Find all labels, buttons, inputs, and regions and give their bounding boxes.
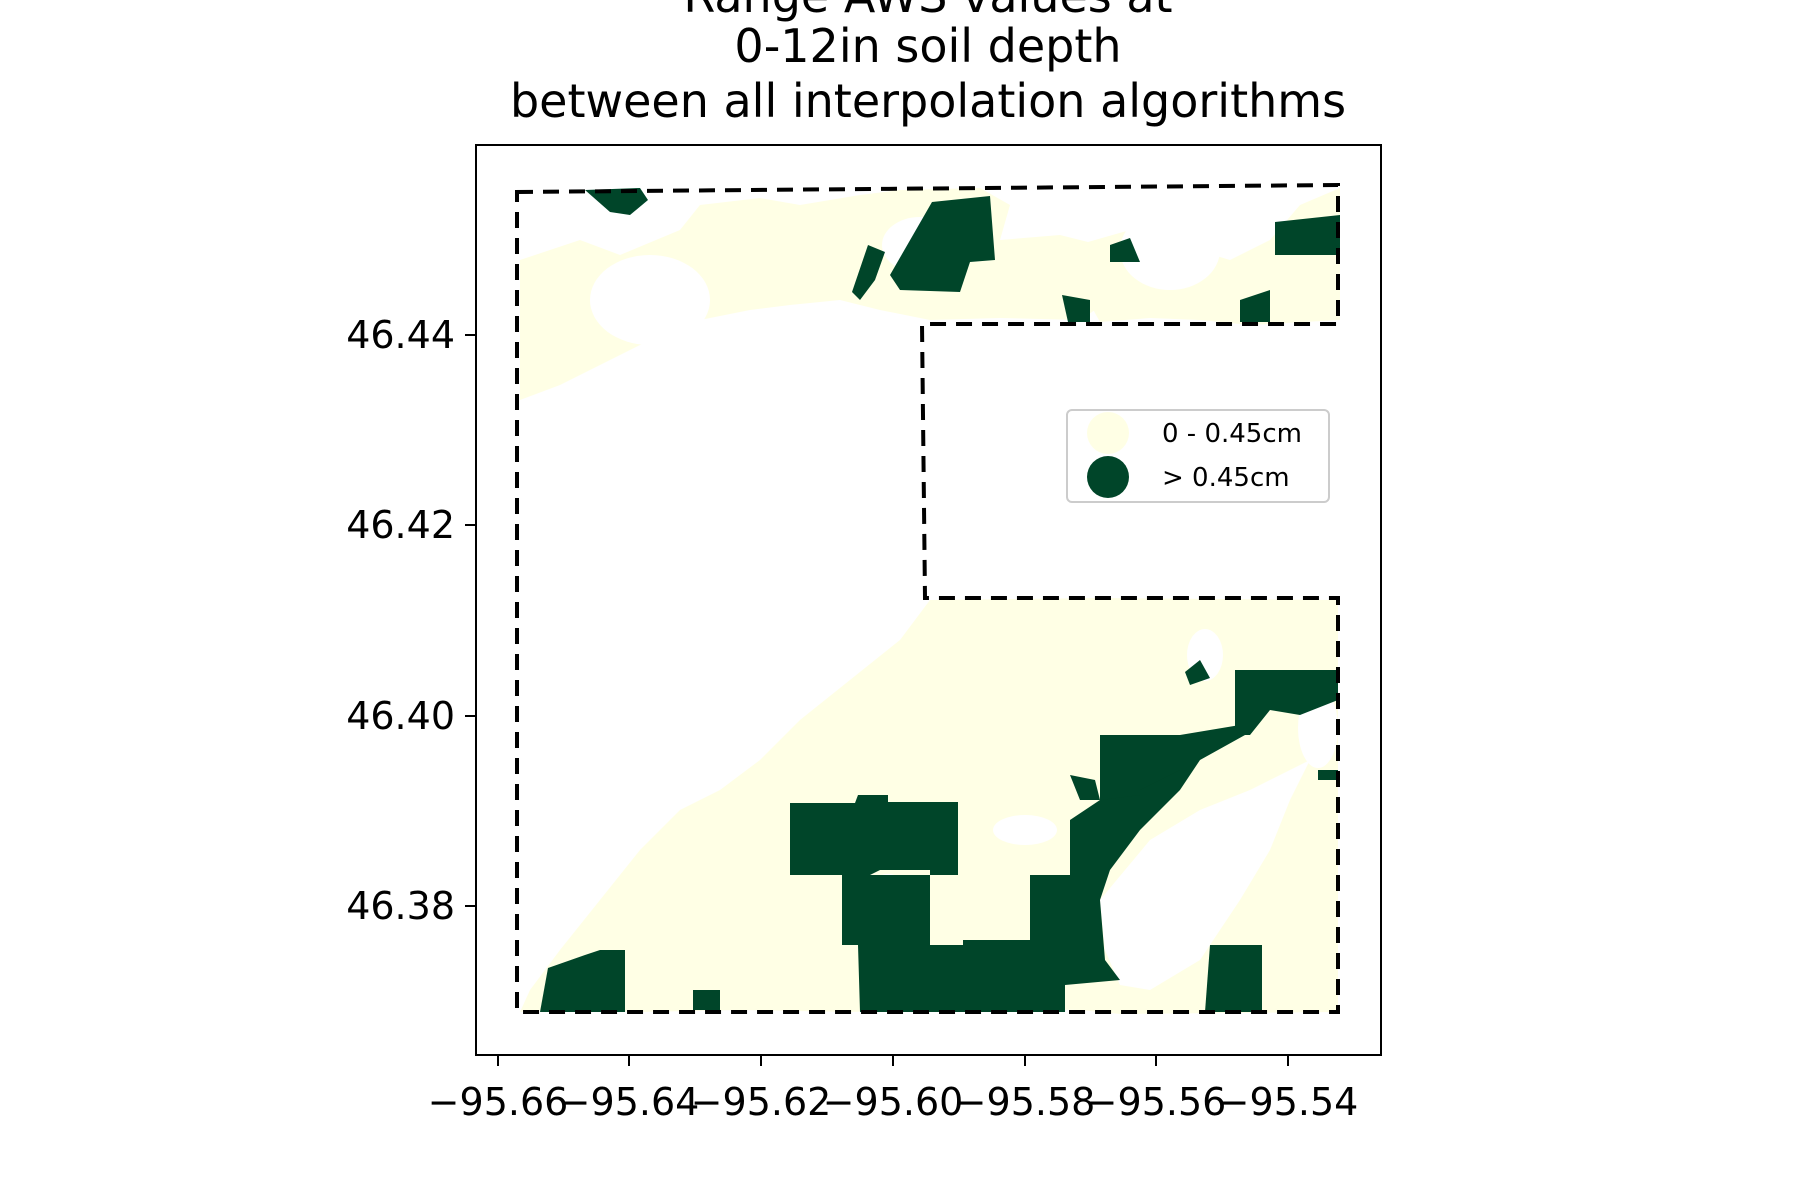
lake-south-middle <box>993 815 1057 845</box>
y-tick-label-1: 46.44 <box>346 313 455 357</box>
high-region-south-east-4 <box>1185 660 1210 685</box>
x-tick-label-5: −95.58 <box>955 1080 1096 1124</box>
high-region-south-west <box>540 950 625 1012</box>
lake-north-3 <box>1120 210 1220 290</box>
high-region-south-east-6 <box>1318 770 1338 780</box>
legend-label-low: 0 - 0.45cm <box>1162 419 1302 449</box>
high-region-north-3 <box>852 245 885 300</box>
high-region-north-1 <box>585 188 648 215</box>
lake-south-east <box>1100 760 1310 990</box>
x-tick-label-7: −95.54 <box>1218 1080 1359 1124</box>
map-data-layer <box>515 182 1340 1014</box>
legend-swatch-high <box>1087 456 1129 498</box>
high-region-south-east-5 <box>1205 945 1262 1012</box>
title-line-2: 0-12in soil depth <box>734 19 1121 73</box>
y-tick-label-2: 46.42 <box>346 503 455 547</box>
high-region-north-4 <box>1062 295 1090 322</box>
high-region-north-2 <box>890 196 995 292</box>
legend-label-high: > 0.45cm <box>1162 463 1290 493</box>
y-tick-label-4: 46.38 <box>346 884 455 928</box>
map-title: Range AWS values at 0-12in soil depth be… <box>510 0 1346 128</box>
title-line-1: Range AWS values at <box>683 0 1172 23</box>
high-region-south-east-1 <box>1100 735 1180 800</box>
axes-frame <box>475 144 1382 1056</box>
legend-box <box>1066 409 1330 503</box>
high-region-south-east-2 <box>1235 670 1338 735</box>
y-tick-label-3: 46.40 <box>346 694 455 738</box>
high-region-north-7 <box>1240 290 1270 322</box>
lake-north-1 <box>590 255 710 345</box>
x-tick-label-4: −95.60 <box>823 1080 964 1124</box>
x-tick-label-3: −95.62 <box>691 1080 832 1124</box>
high-region-south-east-3 <box>1070 775 1100 800</box>
study-area-boundary <box>515 182 1340 1014</box>
high-region-south-central-1 <box>790 795 958 880</box>
x-tick-label-6: −95.56 <box>1086 1080 1227 1124</box>
high-region-north-5 <box>1110 238 1140 262</box>
legend-swatch-low <box>1087 412 1129 454</box>
map-legend: 0 - 0.45cm > 0.45cm <box>1066 409 1330 503</box>
y-axis: 46.44 46.42 46.40 46.38 <box>346 313 476 928</box>
high-region-north-6 <box>1275 215 1340 255</box>
x-axis: −95.66 −95.64 −95.62 −95.60 −95.58 −95.5… <box>428 1055 1359 1124</box>
high-region-south-central-2 <box>842 710 1270 1012</box>
x-tick-label-2: −95.64 <box>559 1080 700 1124</box>
high-region-south-small <box>693 990 720 1010</box>
title-line-3: between all interpolation algorithms <box>510 74 1346 128</box>
x-tick-label-1: −95.66 <box>428 1080 569 1124</box>
high-range-polygons <box>540 188 1340 1012</box>
